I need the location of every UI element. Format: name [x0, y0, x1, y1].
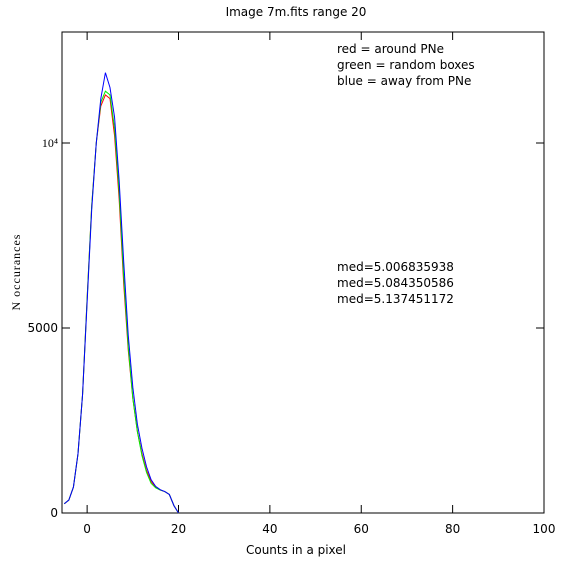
- y-tick-label: 0: [50, 506, 58, 520]
- x-axis-label: Counts in a pixel: [246, 543, 346, 557]
- series-line: [63, 72, 179, 514]
- x-tick-label: 60: [354, 522, 369, 536]
- x-tick-label: 0: [83, 522, 91, 536]
- plot-frame: [61, 31, 545, 514]
- annotation: med=5.137451172: [337, 292, 454, 306]
- y-tick-label: 10⁴: [42, 136, 58, 150]
- annotation: med=5.006835938: [337, 260, 454, 274]
- chart-title: Image 7m.fits range 20: [226, 5, 367, 19]
- x-tick-label: 100: [533, 522, 556, 536]
- y-axis-label: N occurances: [9, 234, 23, 311]
- x-tick-label: 20: [171, 522, 186, 536]
- x-tick-label: 40: [262, 522, 277, 536]
- legend-entry: green = random boxes: [337, 58, 475, 72]
- x-tick-label: 80: [445, 522, 460, 536]
- legend-entry: red = around PNe: [337, 42, 444, 56]
- annotation: med=5.084350586: [337, 276, 454, 290]
- y-tick-label: 5000: [27, 321, 58, 335]
- legend-entry: blue = away from PNe: [337, 74, 471, 88]
